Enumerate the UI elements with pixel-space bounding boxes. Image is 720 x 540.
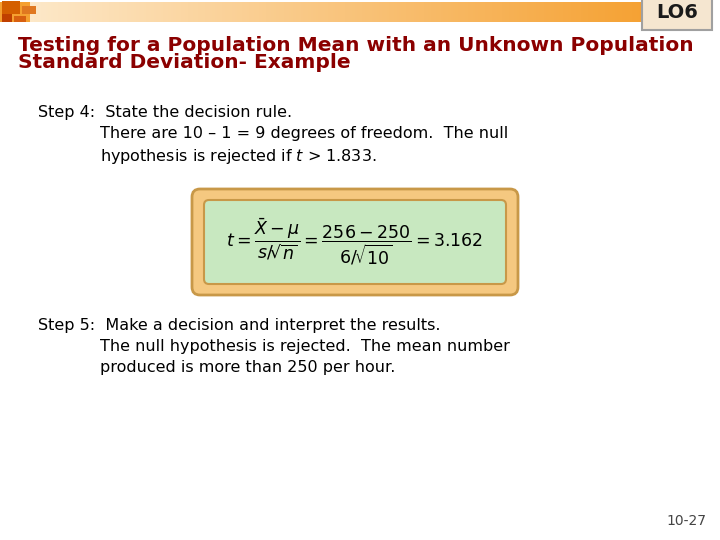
Bar bbox=[2, 14, 12, 22]
Text: Standard Deviation- Example: Standard Deviation- Example bbox=[18, 53, 351, 72]
Text: hypothesis is rejected if $\mathit{t}$ > 1.833.: hypothesis is rejected if $\mathit{t}$ >… bbox=[100, 147, 377, 166]
Bar bbox=[14, 16, 26, 22]
Text: hypothesis is rejected if: hypothesis is rejected if bbox=[0, 539, 1, 540]
FancyBboxPatch shape bbox=[204, 200, 506, 284]
Bar bbox=[2, 1, 20, 14]
FancyBboxPatch shape bbox=[642, 0, 712, 30]
Text: There are 10 – 1 = 9 degrees of freedom.  The null: There are 10 – 1 = 9 degrees of freedom.… bbox=[100, 126, 508, 141]
FancyBboxPatch shape bbox=[192, 189, 518, 295]
Text: $t = \dfrac{\bar{X} - \mu}{s/\!\sqrt{n}} = \dfrac{256 - 250}{6/\!\sqrt{10}} = 3.: $t = \dfrac{\bar{X} - \mu}{s/\!\sqrt{n}}… bbox=[227, 217, 484, 267]
Text: The null hypothesis is rejected.  The mean number: The null hypothesis is rejected. The mea… bbox=[100, 339, 510, 354]
Text: Step 5:  Make a decision and interpret the results.: Step 5: Make a decision and interpret th… bbox=[38, 318, 441, 333]
Bar bbox=[0, 2, 30, 22]
Text: 10-27: 10-27 bbox=[666, 514, 706, 528]
Text: LO6: LO6 bbox=[656, 3, 698, 22]
Text: produced is more than 250 per hour.: produced is more than 250 per hour. bbox=[100, 360, 395, 375]
Bar bbox=[660, 2, 720, 22]
Bar bbox=[22, 6, 36, 14]
Text: Step 4:  State the decision rule.: Step 4: State the decision rule. bbox=[38, 105, 292, 120]
Text: Testing for a Population Mean with an Unknown Population: Testing for a Population Mean with an Un… bbox=[18, 36, 693, 55]
